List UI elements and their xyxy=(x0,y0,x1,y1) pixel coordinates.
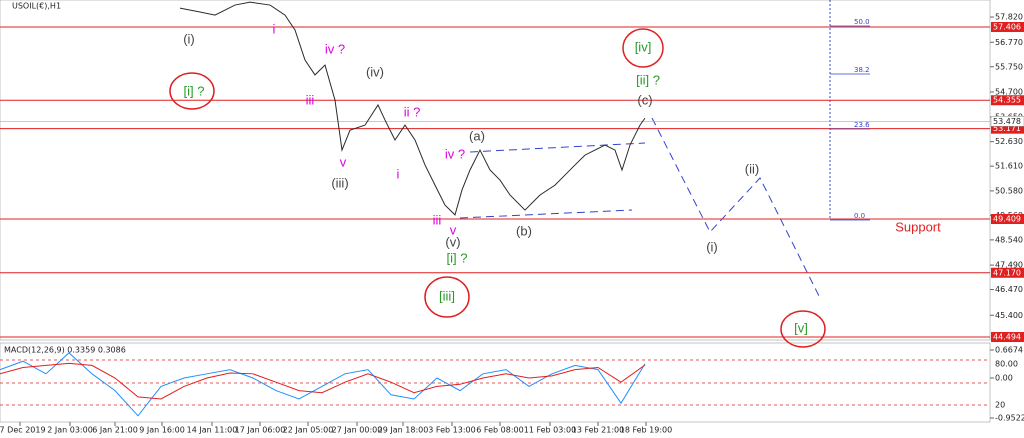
y-tick-label: 80.00 xyxy=(995,360,1018,369)
price-box xyxy=(990,116,1024,127)
price-line xyxy=(0,352,646,417)
y-tick-label: 47.490 xyxy=(995,261,1023,270)
level-label: 47.170 xyxy=(993,268,1021,277)
y-tick-label: 46.470 xyxy=(995,285,1023,294)
wave-label: (c) xyxy=(637,92,652,107)
macd-panel xyxy=(0,342,991,423)
y-tick-label: 56.770 xyxy=(995,38,1023,47)
wave-label: ii ? xyxy=(404,104,421,119)
y-tick-label: 55.750 xyxy=(995,62,1023,71)
wave-label: (a) xyxy=(469,128,485,143)
wave-label: i xyxy=(273,21,276,36)
wave-label: (ii) xyxy=(745,161,759,176)
level-label: 49.409 xyxy=(993,215,1021,224)
y-tick-label: 54.700 xyxy=(995,87,1023,96)
level-label: 53.171 xyxy=(993,124,1021,133)
channel-line xyxy=(459,209,633,219)
wave-label: (v) xyxy=(445,234,460,249)
y-tick-label: 57.820 xyxy=(995,13,1023,22)
level-box xyxy=(991,21,1024,32)
fib-label: 50.0 xyxy=(854,18,870,26)
circle xyxy=(622,28,664,68)
y-tick-label: 52.630 xyxy=(995,137,1023,146)
price-label: 53.478 xyxy=(993,117,1021,126)
level-box xyxy=(991,95,1024,106)
wave-label: (b) xyxy=(516,223,532,238)
x-tick-label: 2 Jan 03:00 xyxy=(47,426,93,435)
wave-label: (iii) xyxy=(331,175,348,190)
level-box xyxy=(991,214,1024,225)
wave-label: i xyxy=(397,166,400,181)
wave-label: (iv) xyxy=(366,64,384,79)
circle xyxy=(424,276,470,318)
wave-label: (i) xyxy=(183,31,195,46)
x-tick-label: 18 Feb 19:00 xyxy=(620,426,672,435)
price-line xyxy=(179,1,646,216)
x-tick-label: 6 Feb 08:00 xyxy=(476,426,523,435)
wave-label: [i] ? xyxy=(447,250,468,265)
x-tick-label: 3 Feb 13:00 xyxy=(428,426,475,435)
x-tick-label: 27 Dec 2019 xyxy=(0,426,46,435)
y-tick-label: 45.400 xyxy=(995,311,1023,320)
wave-lines xyxy=(459,0,831,299)
channel-line xyxy=(469,142,646,153)
level-box xyxy=(991,267,1024,278)
wave-label: [iv] xyxy=(635,39,652,54)
y-tick-label: 50.580 xyxy=(995,186,1023,195)
wave-label: (i) xyxy=(706,239,718,254)
wave-label: v xyxy=(450,222,457,237)
x-tick-label: 17 Jan 06:00 xyxy=(235,426,286,435)
wave-label: [iii] xyxy=(439,288,455,303)
x-tick-label: 22 Jan 05:00 xyxy=(283,426,334,435)
y-tick-label: -0.9522 xyxy=(995,413,1024,422)
wave-label: Support xyxy=(895,219,941,234)
y-tick-label: 0.6674 xyxy=(995,345,1023,354)
fib-label: 23.6 xyxy=(854,121,870,129)
wave-label: iii xyxy=(306,92,315,107)
y-tick-label: 20 xyxy=(995,401,1005,410)
wave-label: [i] ? xyxy=(184,83,205,98)
level-label: 57.406 xyxy=(993,22,1021,31)
level-label: 44.494 xyxy=(993,333,1021,342)
y-tick-label: 51.610 xyxy=(995,162,1023,171)
wave-label: iv ? xyxy=(445,146,465,161)
price-line xyxy=(0,362,646,400)
wave-label: v xyxy=(340,154,347,169)
x-tick-label: 14 Jan 11:00 xyxy=(187,426,238,435)
level-box xyxy=(991,332,1024,343)
y-tick-label: 0.00 xyxy=(995,374,1013,383)
x-tick-label: 11 Feb 03:00 xyxy=(524,426,576,435)
level-box xyxy=(991,123,1024,134)
fib-label: 38.2 xyxy=(854,66,870,74)
symbol: USOIL(€),H1 xyxy=(12,2,61,11)
stoch-levels xyxy=(0,359,990,406)
x-tick-label: 9 Jan 16:00 xyxy=(139,426,185,435)
wave-label: [ii] ? xyxy=(636,72,660,87)
level-label: 54.355 xyxy=(993,96,1021,105)
x-tick-label: 13 Feb 21:00 xyxy=(572,426,624,435)
wave-label: iv ? xyxy=(325,41,345,56)
x-tick-label: 6 Jan 21:00 xyxy=(92,426,138,435)
x-tick-label: 27 Jan 00:00 xyxy=(332,426,383,435)
fib-label: 0.0 xyxy=(854,212,865,220)
x-tick-label: 29 Jan 18:00 xyxy=(378,426,429,435)
main-panel xyxy=(0,0,991,341)
wave-label: [v] xyxy=(794,320,808,335)
macd-title: MACD(12,26,9) 0.3359 0.3086 xyxy=(4,346,126,355)
circle xyxy=(780,310,826,348)
y-tick-label: 48.540 xyxy=(995,235,1023,244)
wave-label: iii xyxy=(433,212,442,227)
circles xyxy=(169,28,826,348)
circle xyxy=(169,72,215,110)
